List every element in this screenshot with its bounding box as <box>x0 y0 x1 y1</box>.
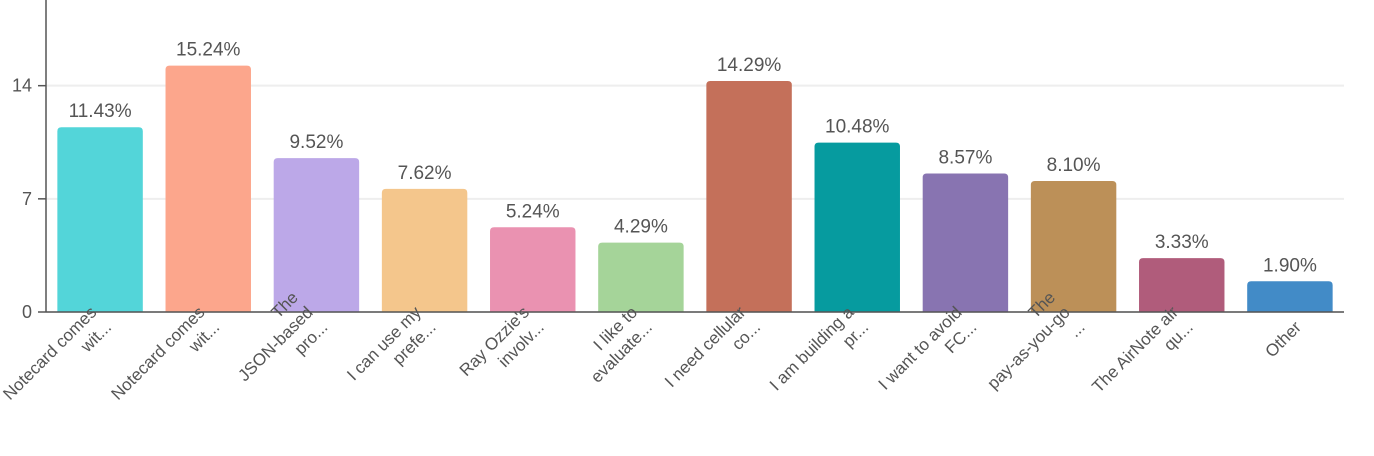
bar <box>273 158 360 312</box>
x-tick-label: Notecard comeswit... <box>0 303 115 404</box>
bar <box>814 142 900 312</box>
data-label: 8.10% <box>1047 155 1101 176</box>
data-label: 14.29% <box>717 55 782 76</box>
x-tick-label: Ray Ozzie'sinvolv... <box>456 303 548 380</box>
x-tick-label: Notecard comeswit... <box>108 303 224 404</box>
data-label: 9.52% <box>289 132 343 153</box>
bar <box>165 65 251 312</box>
data-label: 11.43% <box>69 101 132 122</box>
x-tick-label-line: pay-as-you-go <box>984 303 1074 393</box>
x-tick-label: Other <box>1261 317 1305 361</box>
bar <box>490 227 576 312</box>
x-tick-label-line: I am building a <box>766 302 858 394</box>
y-tick-label: 0 <box>22 302 32 322</box>
x-tick-label: I need cellularco... <box>661 303 764 392</box>
y-tick-label: 7 <box>22 189 32 209</box>
data-label: 15.24% <box>176 40 241 61</box>
x-tick-label-line: Notecard comes <box>108 303 209 404</box>
data-label: 1.90% <box>1263 255 1317 276</box>
x-tick-label-line: Notecard comes <box>0 303 100 404</box>
data-label: 7.62% <box>398 163 452 184</box>
x-tick-label: I like toevaluate... <box>587 303 656 387</box>
bar <box>381 188 468 312</box>
data-label: 3.33% <box>1155 232 1209 253</box>
bar <box>1247 281 1333 312</box>
x-tick-label-line: Other <box>1261 317 1305 361</box>
data-label: 5.24% <box>506 201 560 222</box>
bar <box>922 173 1009 312</box>
x-tick-label: I want to avoidFC... <box>875 303 981 394</box>
data-label: 4.29% <box>614 217 668 238</box>
x-tick-label: I am building apr... <box>766 302 872 394</box>
bar <box>1030 181 1117 312</box>
x-tick-label: The AirNote airqu... <box>1088 303 1196 397</box>
bar <box>598 242 684 312</box>
y-tick-label: 14 <box>12 76 32 96</box>
bar <box>1139 258 1225 312</box>
bar <box>706 80 792 312</box>
bar <box>57 127 143 312</box>
x-tick-label: I can use myprefe... <box>343 302 439 384</box>
data-label: 10.48% <box>825 117 890 138</box>
data-label: 8.57% <box>938 147 992 168</box>
